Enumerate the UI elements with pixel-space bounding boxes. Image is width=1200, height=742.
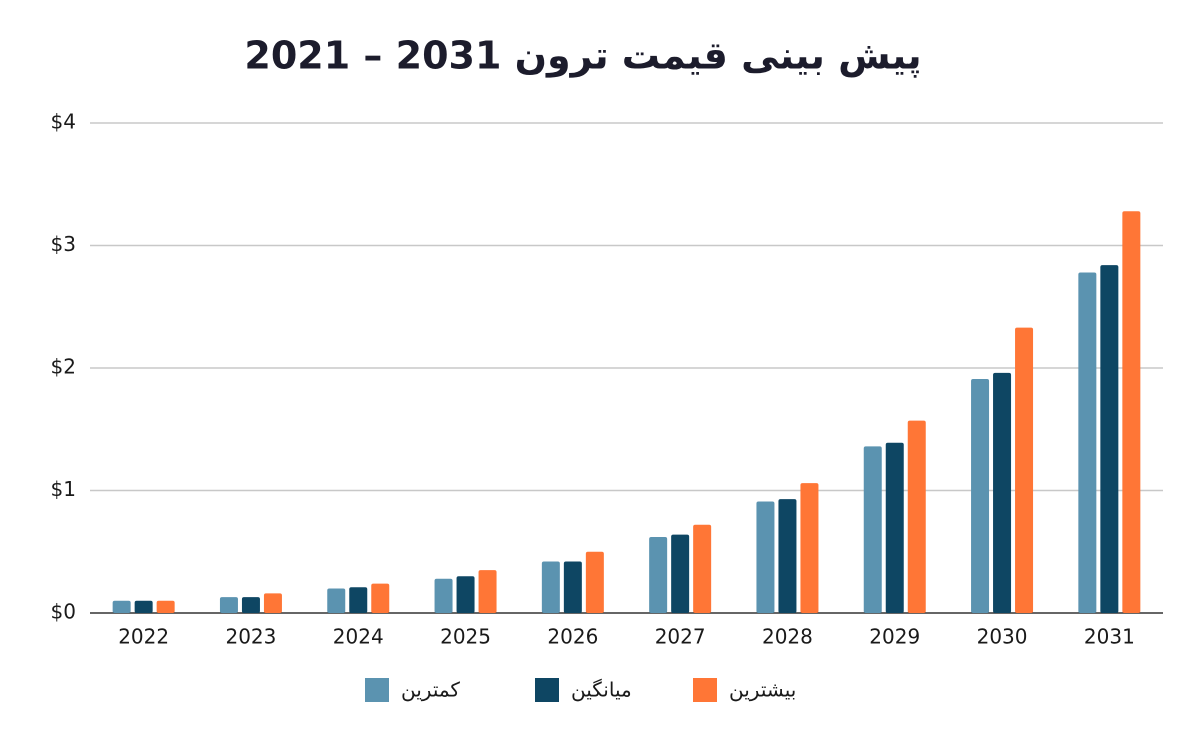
x-tick-label: 2031	[1084, 625, 1135, 649]
bar	[756, 501, 775, 613]
legend-swatch	[535, 678, 559, 702]
bar	[478, 570, 497, 613]
legend-label: بیشترین	[729, 678, 796, 702]
y-tick-label: $2	[51, 355, 76, 379]
x-tick-label: 2025	[440, 625, 491, 649]
x-tick-label: 2026	[547, 625, 598, 649]
bar	[434, 578, 453, 613]
x-tick-label: 2027	[655, 625, 706, 649]
chart-title: پیش بینی قیمت ترون 2031 – 2021	[244, 34, 921, 79]
bar	[993, 372, 1012, 613]
bar	[1122, 211, 1141, 613]
x-tick-label: 2028	[762, 625, 813, 649]
legend-label: کمترین	[401, 678, 460, 702]
bar	[112, 600, 131, 613]
y-tick-label: $0	[51, 600, 76, 624]
bar	[585, 551, 604, 613]
bar	[863, 446, 882, 613]
bar	[778, 499, 797, 613]
bar	[456, 576, 475, 613]
bar	[349, 587, 368, 613]
bar	[907, 420, 926, 613]
legend-swatch	[365, 678, 389, 702]
bar	[1100, 265, 1119, 613]
bar	[263, 593, 282, 613]
bar	[371, 583, 390, 613]
legend-label: میانگین	[571, 678, 632, 702]
bar	[693, 524, 712, 613]
x-tick-label: 2024	[333, 625, 384, 649]
bar	[800, 483, 819, 613]
bar	[971, 379, 990, 613]
x-tick-label: 2022	[118, 625, 169, 649]
bar	[563, 561, 582, 613]
bar	[671, 534, 690, 613]
x-tick-label: 2023	[225, 625, 276, 649]
bar	[327, 588, 346, 613]
y-tick-label: $4	[51, 110, 76, 134]
x-tick-label: 2030	[977, 625, 1028, 649]
bar	[241, 597, 260, 613]
bar	[134, 600, 153, 613]
y-tick-label: $3	[51, 232, 76, 256]
bar	[541, 561, 560, 613]
y-tick-label: $1	[51, 477, 76, 501]
bar	[885, 442, 904, 613]
bar	[649, 537, 668, 613]
legend-swatch	[693, 678, 717, 702]
bar	[1015, 327, 1034, 613]
x-tick-label: 2029	[869, 625, 920, 649]
bar	[1078, 272, 1097, 613]
bar	[156, 600, 175, 613]
bar	[219, 597, 238, 613]
